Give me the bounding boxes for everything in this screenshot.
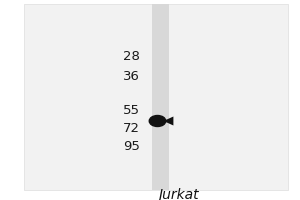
Polygon shape	[164, 116, 173, 126]
Text: 95: 95	[123, 140, 140, 154]
Ellipse shape	[149, 116, 166, 127]
Bar	[152, 4, 169, 190]
Text: 36: 36	[123, 71, 140, 84]
Text: 72: 72	[122, 122, 140, 136]
Text: 28: 28	[123, 50, 140, 64]
Text: 55: 55	[122, 104, 140, 117]
Text: Jurkat: Jurkat	[158, 188, 199, 200]
Bar	[24, 4, 288, 190]
